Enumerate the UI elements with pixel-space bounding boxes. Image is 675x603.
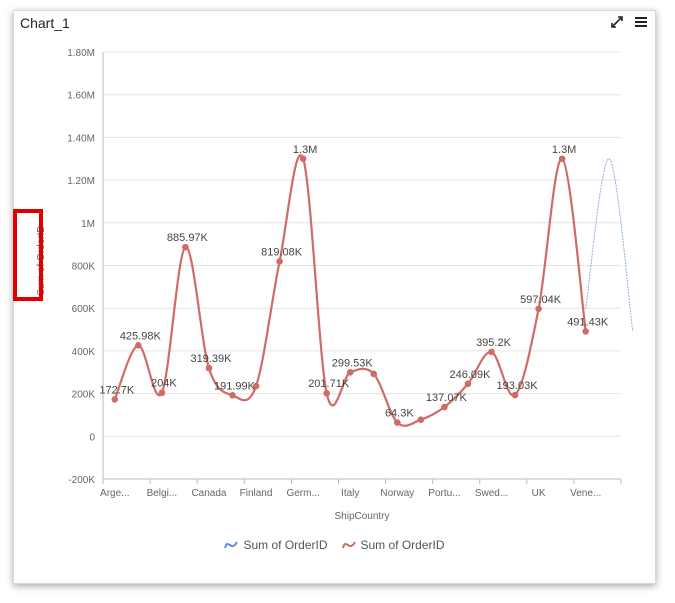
data-point bbox=[158, 389, 166, 397]
x-tick-label: Belgi... bbox=[147, 488, 178, 499]
y-tick-label: 600K bbox=[72, 304, 96, 315]
x-tick-label: Norway bbox=[380, 488, 414, 499]
y-tick-label: 400K bbox=[72, 347, 96, 358]
data-point bbox=[135, 342, 142, 349]
chart-legend: Sum of OrderID Sum of OrderID bbox=[14, 538, 655, 552]
data-label: 204K bbox=[151, 378, 177, 390]
x-tick-label: Swed... bbox=[475, 488, 508, 499]
data-point bbox=[441, 403, 448, 411]
series-line-2 bbox=[113, 154, 587, 427]
data-point bbox=[205, 364, 213, 372]
data-point bbox=[276, 258, 283, 265]
series-line-1 bbox=[585, 158, 634, 332]
data-label: 299.53K bbox=[332, 357, 374, 369]
y-tick-label: 1.20M bbox=[67, 176, 95, 187]
data-label: 819.08K bbox=[261, 246, 303, 258]
data-label: 64.3K bbox=[385, 408, 414, 420]
line-chart: -200K 0 200K 400K 600K 800K 1M 1.20M 1.40M 1.60M 1… bbox=[36, 48, 634, 522]
data-label: 201.71K bbox=[308, 378, 350, 390]
data-point bbox=[464, 380, 472, 388]
x-axis-title: ShipCountry bbox=[334, 511, 389, 522]
data-label: 885.97K bbox=[167, 232, 209, 244]
data-point bbox=[346, 369, 354, 376]
legend-line-icon bbox=[341, 541, 356, 549]
data-label: 137.07K bbox=[426, 392, 468, 404]
data-point bbox=[182, 243, 189, 251]
data-point bbox=[299, 155, 307, 163]
legend-item-series-1[interactable]: Sum of OrderID bbox=[224, 538, 328, 552]
data-point bbox=[252, 382, 260, 390]
data-label: 395.2K bbox=[476, 337, 512, 349]
data-point bbox=[229, 392, 236, 399]
legend-item-series-2[interactable]: Sum of OrderID bbox=[341, 538, 445, 552]
legend-label-series-1: Sum of OrderID bbox=[243, 538, 328, 552]
data-point bbox=[370, 370, 378, 378]
chart-title: Chart_1 bbox=[20, 15, 70, 31]
data-point bbox=[582, 328, 589, 335]
data-point bbox=[417, 416, 425, 423]
legend-label-series-2: Sum of OrderID bbox=[360, 538, 445, 552]
data-label: 1.3M bbox=[293, 144, 317, 156]
x-tick-label: Italy bbox=[341, 488, 359, 499]
data-label: 319.39K bbox=[190, 353, 232, 365]
data-point bbox=[558, 155, 566, 163]
x-tick-label: Finland bbox=[240, 488, 273, 499]
x-tick-label: UK bbox=[532, 488, 546, 499]
x-tick-label: Canada bbox=[191, 488, 226, 499]
data-point bbox=[394, 419, 401, 426]
y-tick-label: 1.40M bbox=[67, 133, 95, 144]
y-tick-label: 200K bbox=[72, 390, 96, 401]
expand-icon[interactable] bbox=[609, 14, 625, 30]
x-tick-label: Arge... bbox=[100, 488, 129, 499]
data-label: 597.04K bbox=[520, 294, 562, 306]
data-point bbox=[111, 396, 119, 403]
x-tick-label: Portu... bbox=[428, 488, 460, 499]
y-tick-label: -200K bbox=[68, 475, 95, 486]
x-tick-label: Vene... bbox=[570, 488, 601, 499]
data-label: 191.99K bbox=[214, 380, 256, 392]
data-label: 193.03K bbox=[497, 380, 539, 392]
y-tick-label: 1M bbox=[81, 219, 95, 230]
y-axis-title-highlight bbox=[13, 209, 43, 301]
data-label: 1.3M bbox=[552, 144, 576, 156]
chart-toolbar bbox=[609, 14, 649, 30]
data-label: 246.09K bbox=[449, 369, 491, 381]
data-label: 425.98K bbox=[120, 330, 162, 342]
data-point bbox=[488, 348, 495, 356]
x-tick-label: Germ... bbox=[286, 488, 319, 499]
y-tick-label: 1.80M bbox=[67, 48, 95, 59]
y-tick-label: 800K bbox=[72, 262, 96, 273]
data-point bbox=[535, 305, 542, 313]
y-tick-label: 0 bbox=[89, 432, 95, 443]
legend-line-icon bbox=[224, 541, 239, 549]
data-point bbox=[323, 389, 330, 397]
data-point bbox=[511, 391, 519, 399]
data-label: 491.43K bbox=[567, 316, 609, 328]
chart-widget: Chart_1 -200K 0 200K 400K 600K 800K 1M 1.20M 1.4… bbox=[13, 10, 656, 584]
y-tick-label: 1.60M bbox=[67, 91, 95, 102]
data-label: 172.7K bbox=[99, 384, 135, 396]
menu-icon[interactable] bbox=[633, 14, 649, 30]
